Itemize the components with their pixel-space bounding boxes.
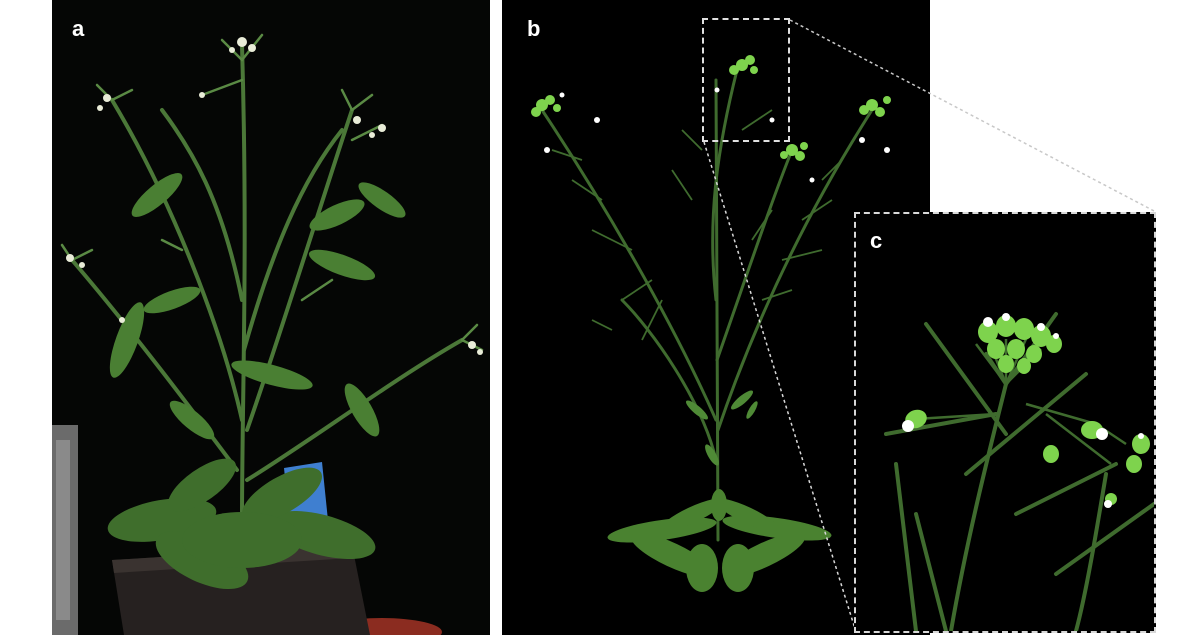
stems <box>70 43 464 522</box>
plant-photo <box>52 33 484 635</box>
stand-highlight <box>56 440 70 620</box>
panel-label-a: a <box>72 16 85 41</box>
model-cauline-leaves <box>685 390 758 466</box>
panel-label-c: c <box>870 228 883 253</box>
flower-clusters <box>66 37 483 355</box>
zoom-panel-c: c <box>854 212 1156 633</box>
panel-label-b: b <box>527 16 541 41</box>
zoom-petals <box>902 313 1144 508</box>
inflorescence-zoom <box>884 312 1154 631</box>
model-branches <box>551 109 843 341</box>
zoom-stems <box>884 312 1154 631</box>
rosette <box>107 458 376 590</box>
model-rosette <box>607 489 832 592</box>
zoom-region-box <box>702 18 790 142</box>
photo-panel-a: a <box>52 0 490 635</box>
side-branches <box>60 33 484 352</box>
cauline-leaves <box>109 173 406 440</box>
